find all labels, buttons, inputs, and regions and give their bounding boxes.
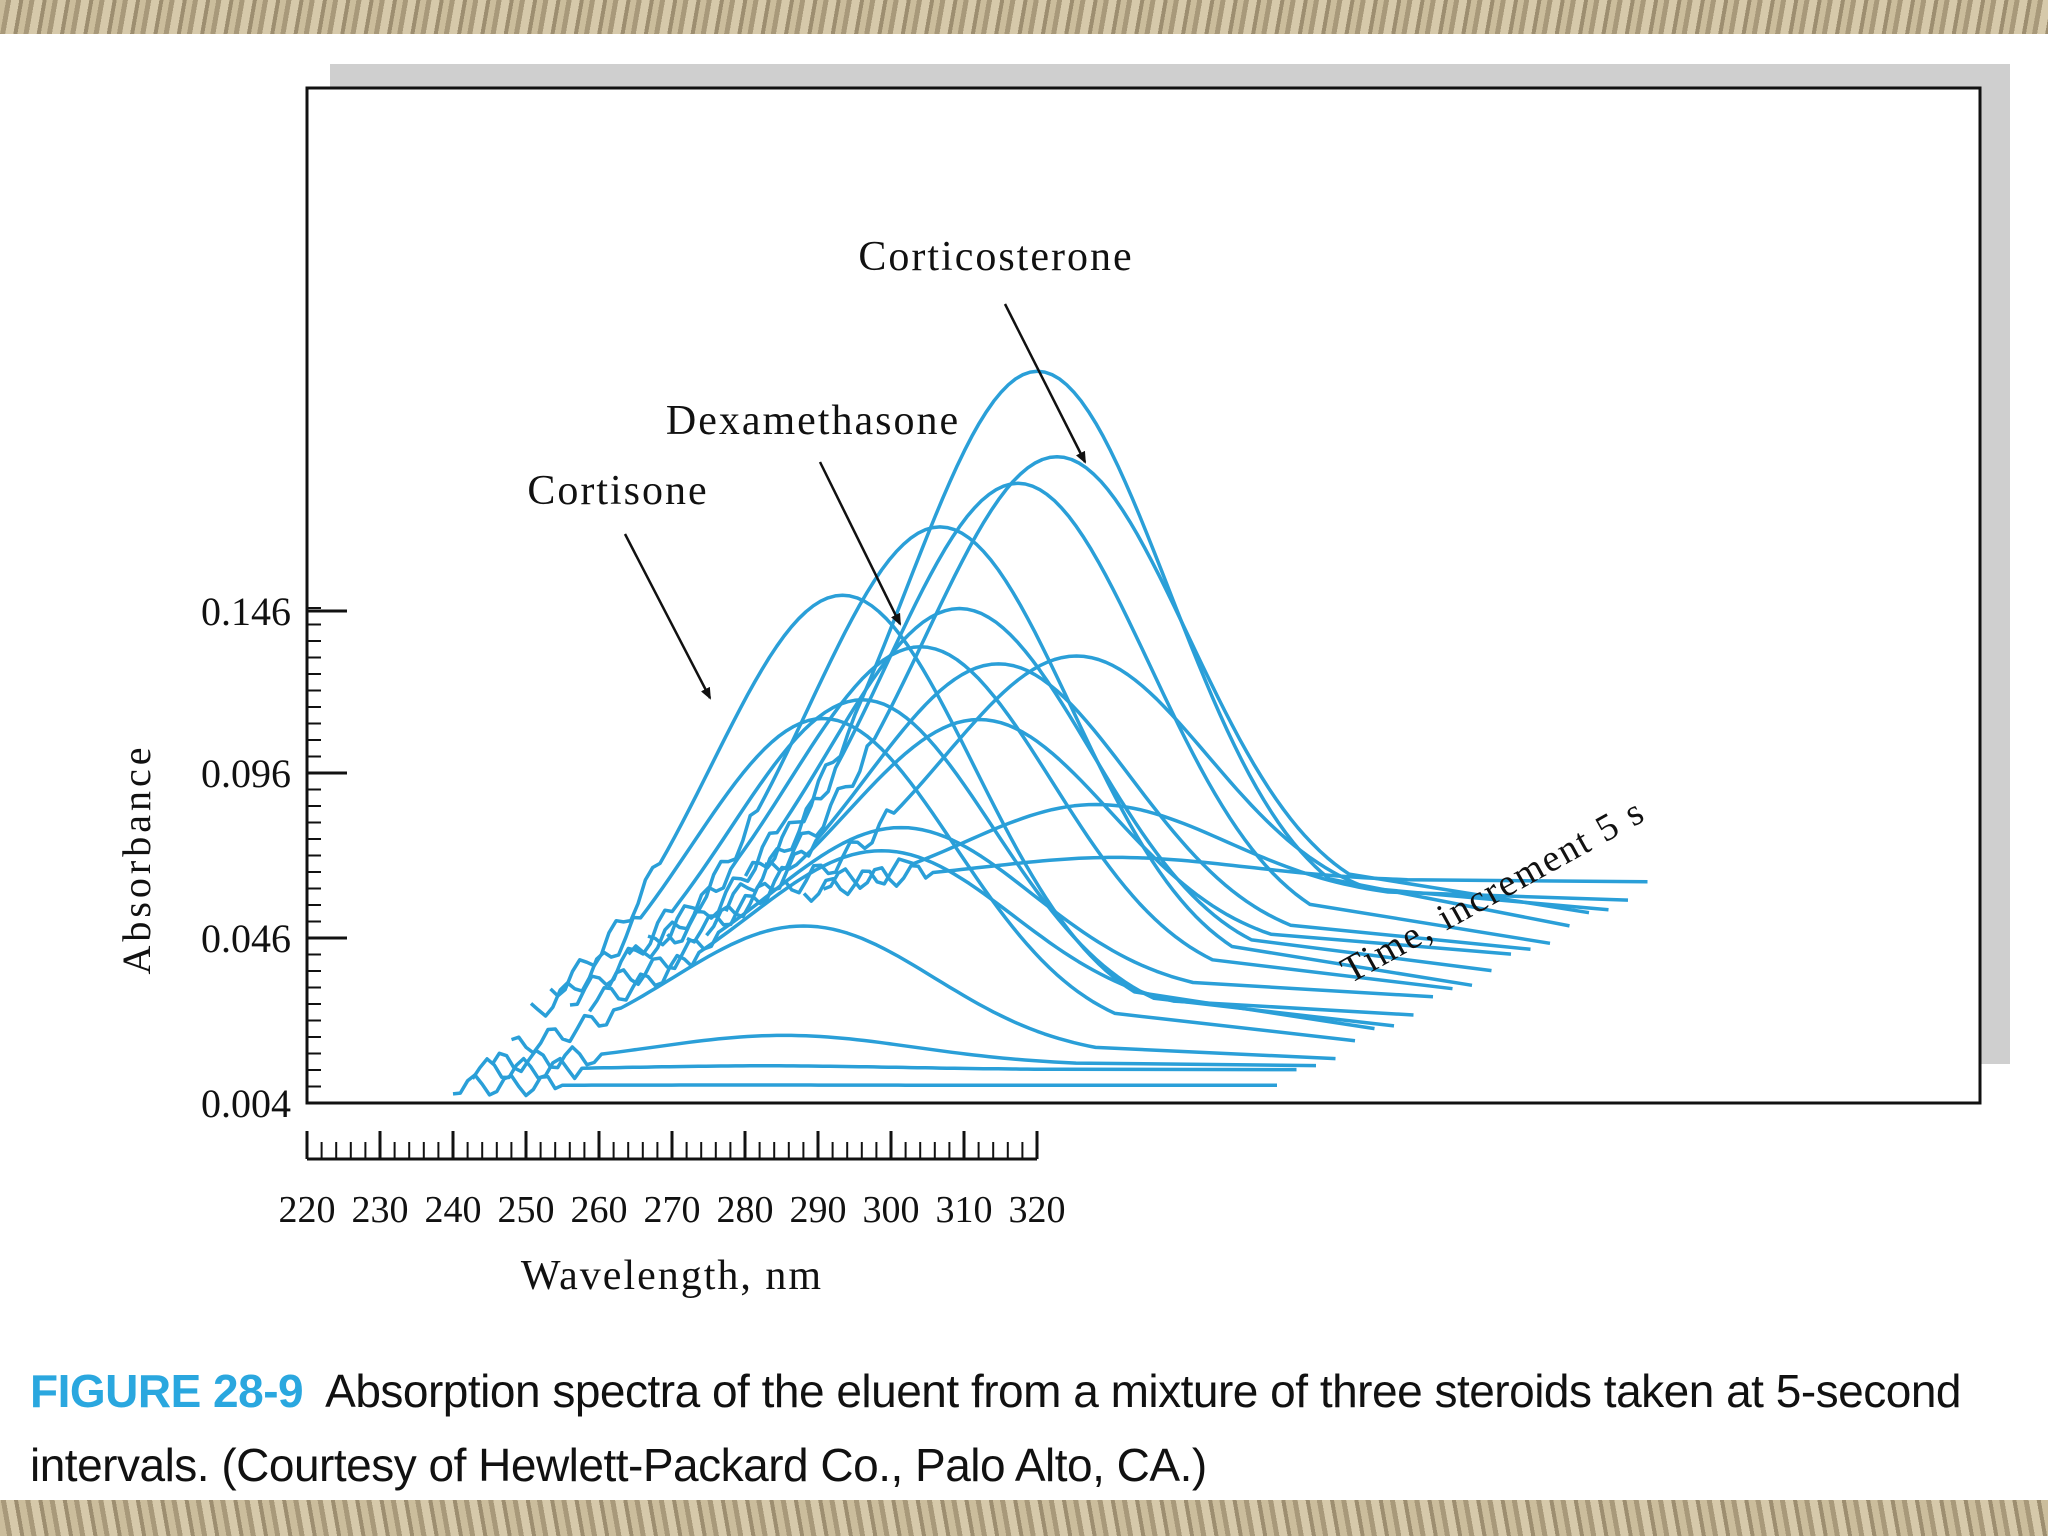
x-tick-label: 280 — [717, 1189, 774, 1231]
annotations: Cortisone Dexamethasone Corticosterone — [527, 234, 1133, 700]
background-texture-top — [0, 0, 2048, 34]
x-tick-label: 310 — [936, 1189, 993, 1231]
spectra-lines — [452, 369, 1648, 1098]
spectrum-line — [510, 924, 1336, 1061]
spectrum-line — [588, 848, 1414, 1017]
spectrum-line — [471, 1056, 1297, 1081]
x-tick-label: 300 — [863, 1189, 920, 1231]
y-tick-label: 0.146 — [201, 589, 291, 634]
x-tick-label: 290 — [790, 1189, 847, 1231]
spectrum-line — [452, 1073, 1277, 1098]
annotation-arrow — [1003, 303, 1087, 464]
background-texture-bottom — [0, 1500, 2048, 1536]
figure-label: FIGURE 28-9 — [30, 1365, 304, 1417]
spectrum-line — [743, 369, 1570, 928]
annotation-arrow — [818, 461, 902, 626]
x-tick-label: 220 — [279, 1189, 336, 1231]
annotation-arrow — [623, 533, 712, 700]
spectrum-line — [802, 802, 1629, 903]
spectrum-line — [724, 481, 1551, 946]
caption-text: Absorption spectra of the eluent from a … — [30, 1365, 1961, 1491]
spectrum-line — [627, 645, 1453, 991]
spectrum-line — [783, 654, 1609, 912]
annotation-label: Dexamethasone — [666, 398, 960, 444]
y-tick-label: 0.096 — [201, 751, 291, 796]
x-tick-label: 250 — [498, 1189, 555, 1231]
spectrum-line — [764, 454, 1590, 915]
spectrum-line — [490, 1033, 1317, 1074]
figure-sheet: 0.004 0.046 0.096 0.146 Absorbance 220 230 240 2… — [0, 34, 2048, 1500]
spectrum-line — [549, 593, 1375, 1031]
figure-caption: FIGURE 28-9 Absorption spectra of the elu… — [30, 1354, 2020, 1502]
x-tick-label: 320 — [1009, 1189, 1066, 1231]
x-tick-label: 270 — [644, 1189, 701, 1231]
y-tick-label: 0.046 — [201, 916, 291, 961]
spectrum-line — [569, 697, 1395, 1028]
x-tick-label: 260 — [571, 1189, 628, 1231]
spectrum-line — [607, 825, 1434, 999]
x-tick-label: 230 — [352, 1189, 409, 1231]
spectrum-line — [529, 716, 1356, 1043]
x-tick-label: 240 — [425, 1189, 482, 1231]
chart-frame — [305, 86, 1982, 1105]
annotation-label: Corticosterone — [858, 234, 1133, 280]
annotation-label: Cortisone — [527, 468, 708, 514]
y-tick-label: 0.004 — [201, 1081, 291, 1126]
spectra-chart: 0.004 0.046 0.096 0.146 Absorbance 220 230 240 2… — [114, 64, 2010, 1299]
x-axis-label: Wavelength, nm — [521, 1253, 823, 1299]
y-axis-label: Absorbance — [114, 743, 159, 974]
spectrum-line — [822, 855, 1648, 891]
